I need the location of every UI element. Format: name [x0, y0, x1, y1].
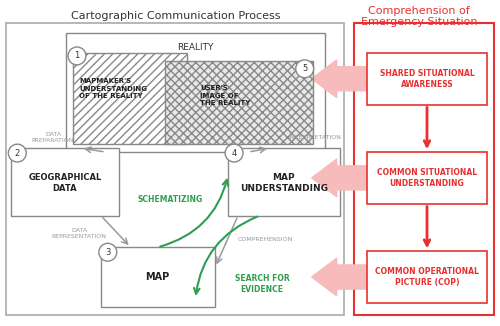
Text: MAPMAKER'S
UNDERSTANDING
OF THE REALITY: MAPMAKER'S UNDERSTANDING OF THE REALITY [79, 78, 147, 99]
Text: COMMON OPERATIONAL
PICTURE (COP): COMMON OPERATIONAL PICTURE (COP) [375, 267, 479, 287]
Text: GEOGRAPHICAL
DATA: GEOGRAPHICAL DATA [28, 173, 102, 193]
Polygon shape [312, 60, 368, 97]
Bar [12, 148, 118, 215]
Bar [6, 23, 344, 315]
Text: 3: 3 [105, 248, 110, 257]
Text: 5: 5 [302, 64, 308, 73]
Text: USER'S
IMAGE OF
THE REALITY: USER'S IMAGE OF THE REALITY [200, 85, 250, 106]
Bar [368, 53, 486, 105]
Text: Comprehension of: Comprehension of [368, 6, 470, 16]
Circle shape [68, 47, 86, 65]
Bar [354, 23, 494, 315]
Polygon shape [312, 258, 368, 296]
Text: Emergency Situation: Emergency Situation [361, 17, 478, 27]
Text: 4: 4 [232, 149, 236, 157]
Bar [368, 152, 486, 204]
Text: INTERPRETATION: INTERPRETATION [288, 135, 341, 140]
Text: MAP
UNDERSTANDING: MAP UNDERSTANDING [240, 173, 328, 193]
Text: REALITY: REALITY [177, 43, 214, 52]
Text: 1: 1 [74, 52, 80, 60]
Bar [66, 33, 324, 152]
Text: SEARCH FOR
EVIDENCE: SEARCH FOR EVIDENCE [234, 274, 290, 294]
Bar [368, 251, 486, 303]
Circle shape [99, 243, 116, 261]
Text: MAP: MAP [146, 272, 170, 282]
Bar [73, 53, 188, 144]
Text: SCHEMATIZING: SCHEMATIZING [138, 195, 203, 204]
Text: SHARED SITUATIONAL
AWARENESS: SHARED SITUATIONAL AWARENESS [380, 69, 474, 89]
Polygon shape [312, 159, 368, 197]
Circle shape [225, 144, 243, 162]
Text: COMPREHENSION: COMPREHENSION [237, 237, 292, 242]
Circle shape [8, 144, 26, 162]
Circle shape [296, 60, 314, 78]
Text: DATA
PREPARATION: DATA PREPARATION [32, 132, 74, 142]
Text: Cartographic Communication Process: Cartographic Communication Process [70, 11, 280, 21]
Text: DATA
REPRESENTATION: DATA REPRESENTATION [52, 228, 106, 239]
Text: COMMON SITUATIONAL
UNDERSTANDING: COMMON SITUATIONAL UNDERSTANDING [377, 168, 477, 188]
Bar [101, 247, 215, 307]
Text: 2: 2 [14, 149, 20, 157]
Bar [166, 61, 312, 144]
Bar [228, 148, 340, 215]
